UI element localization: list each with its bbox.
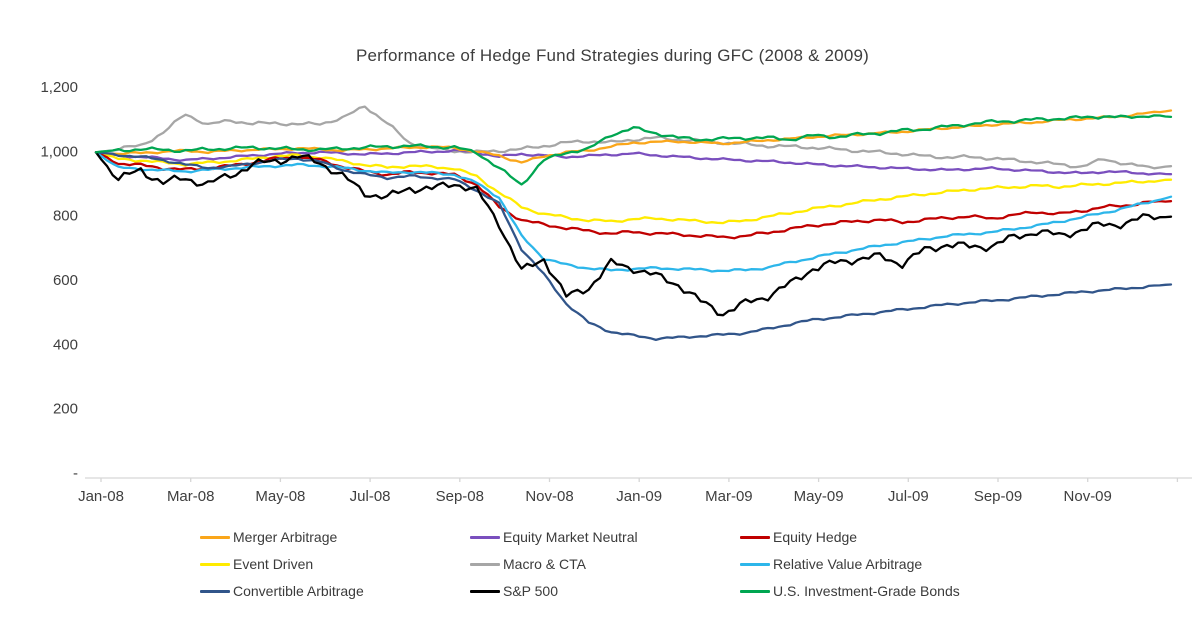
y-axis-label: 1,200 (40, 79, 78, 96)
x-axis-label: Mar-08 (167, 488, 215, 505)
legend-label: Event Driven (233, 556, 314, 572)
series-line-equity-hedge (94, 151, 1173, 240)
legend-item-event-driven: Event Driven (200, 556, 313, 572)
chart-title: Performance of Hedge Fund Strategies dur… (355, 46, 870, 65)
legend-label: S&P 500 (503, 583, 559, 599)
x-axis-label: Jul-08 (350, 488, 391, 505)
legend-item-s-p-500: S&P 500 (470, 583, 558, 599)
series-line-macro-cta (94, 105, 1173, 170)
legend-item-relative-value-arbitrage: Relative Value Arbitrage (740, 556, 922, 572)
legend-label: Convertible Arbitrage (233, 583, 364, 599)
legend-item-macro-cta: Macro & CTA (470, 556, 586, 572)
legend-swatch-macro-cta (470, 562, 500, 566)
x-axis-label: Jul-09 (888, 488, 929, 505)
legend-label: Equity Hedge (773, 529, 858, 545)
y-axis-label: 400 (53, 336, 78, 353)
legend-item-convertible-arbitrage: Convertible Arbitrage (200, 583, 364, 599)
x-axis-label: Nov-08 (525, 488, 573, 505)
legend-item-equity-hedge: Equity Hedge (740, 529, 857, 545)
series-line-relative-value-arbitrage (94, 151, 1173, 273)
legend-label: Macro & CTA (503, 556, 586, 572)
x-axis-label: Sep-08 (436, 488, 484, 505)
legend-swatch-event-driven (200, 562, 230, 566)
legend-swatch-u-s-investment-grade-bonds (740, 589, 770, 593)
y-axis-label: 1,000 (40, 143, 78, 160)
y-axis-label: 600 (53, 272, 78, 289)
legend-swatch-s-p-500 (470, 589, 500, 593)
x-axis-label: May-08 (255, 488, 305, 505)
legend-item-u-s-investment-grade-bonds: U.S. Investment-Grade Bonds (740, 583, 960, 599)
x-axis-label: Jan-08 (78, 488, 124, 505)
legend-item-merger-arbitrage: Merger Arbitrage (200, 529, 337, 545)
series-line-equity-market-neutral (94, 148, 1173, 176)
series-line-u-s-investment-grade-bonds (94, 114, 1173, 186)
legend-swatch-equity-market-neutral (470, 535, 500, 539)
legend-label: Relative Value Arbitrage (773, 556, 923, 572)
legend-label: U.S. Investment-Grade Bonds (773, 583, 960, 599)
series-line-s-p-500 (94, 151, 1173, 317)
x-axis-label: Sep-09 (974, 488, 1022, 505)
y-axis-label: 800 (53, 208, 78, 225)
legend-swatch-relative-value-arbitrage (740, 562, 770, 566)
x-axis-label: Nov-09 (1064, 488, 1112, 505)
legend-swatch-equity-hedge (740, 535, 770, 539)
y-axis-label: - (73, 465, 78, 482)
legend-label: Merger Arbitrage (233, 529, 338, 545)
y-axis-label: 200 (53, 401, 78, 418)
legend-swatch-convertible-arbitrage (200, 589, 230, 593)
legend-swatch-merger-arbitrage (200, 535, 230, 539)
legend-label: Equity Market Neutral (503, 529, 638, 545)
x-axis-label: Jan-09 (616, 488, 662, 505)
legend-item-equity-market-neutral: Equity Market Neutral (470, 529, 638, 545)
x-axis-label: May-09 (794, 488, 844, 505)
series-line-convertible-arbitrage (94, 151, 1173, 342)
x-axis-label: Mar-09 (705, 488, 753, 505)
